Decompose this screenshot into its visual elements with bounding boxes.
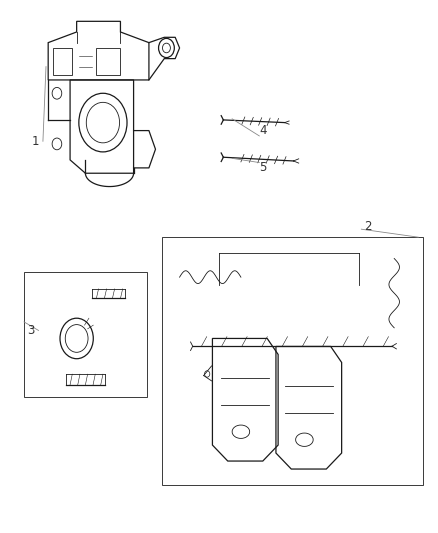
Bar (162, 237, 423, 485)
Bar (24, 272, 147, 397)
Text: 3: 3 (27, 324, 34, 337)
Text: 5: 5 (259, 161, 266, 174)
Text: 1: 1 (31, 135, 39, 148)
Text: 2: 2 (364, 220, 372, 233)
Text: 4: 4 (259, 124, 267, 137)
